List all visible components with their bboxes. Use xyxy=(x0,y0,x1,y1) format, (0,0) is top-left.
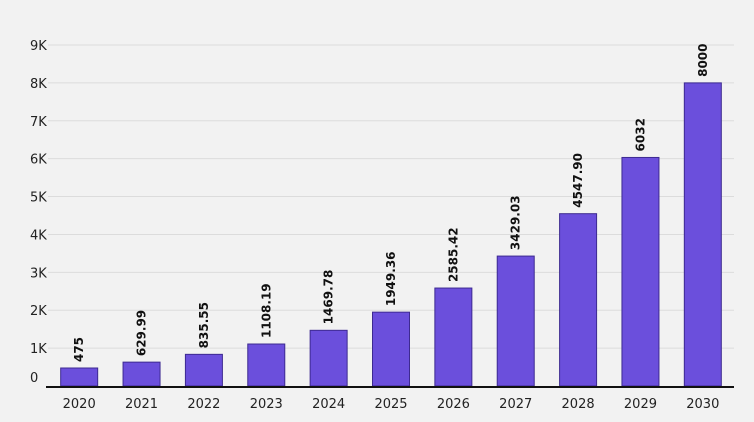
x-tick-label: 2020 xyxy=(63,397,96,412)
y-tick-label: 9K xyxy=(30,39,47,54)
x-tick-label: 2022 xyxy=(187,397,220,412)
x-tick-label: 2023 xyxy=(250,397,283,412)
gridlines xyxy=(48,44,734,349)
y-tick-label: 8K xyxy=(30,77,47,92)
data-label: 1949.36 xyxy=(384,251,398,306)
data-label: 1469.78 xyxy=(322,270,336,325)
bar-2021 xyxy=(122,361,161,387)
bar-2028 xyxy=(559,213,598,387)
bar-2024 xyxy=(309,329,348,387)
bar-2023 xyxy=(247,343,286,387)
data-label: 2585.42 xyxy=(446,227,460,282)
data-label: 3429.03 xyxy=(509,195,523,250)
x-tick-label: 2030 xyxy=(686,397,719,412)
bar-2027 xyxy=(496,255,535,387)
y-tick-label: 2K xyxy=(30,304,47,319)
x-axis-tick-labels: 2020 2021 2022 2023 2024 2025 2026 2027 2028 2029… xyxy=(63,397,720,412)
x-tick-label: 2026 xyxy=(437,397,470,412)
y-tick-label: 7K xyxy=(30,115,47,130)
data-label: 4547.90 xyxy=(571,153,585,208)
bar-2025 xyxy=(372,311,410,387)
data-labels: 475 629.99 835.55 1108.19 1469.78 1949.36 2585… xyxy=(72,43,710,362)
data-label: 835.55 xyxy=(197,302,211,348)
y-tick-label: 0 xyxy=(30,371,38,386)
bar-2020 xyxy=(60,367,99,387)
x-tick-label: 2025 xyxy=(374,397,407,412)
y-tick-label: 1K xyxy=(30,342,47,357)
data-label: 629.99 xyxy=(135,310,149,356)
data-label: 475 xyxy=(72,337,86,362)
x-tick-label: 2029 xyxy=(624,397,657,412)
y-tick-label: 5K xyxy=(30,191,47,206)
y-tick-label: 4K xyxy=(30,228,47,243)
bar-2029 xyxy=(621,156,660,387)
bar-2022 xyxy=(184,353,223,387)
bar-2030 xyxy=(683,82,722,387)
x-tick-label: 2027 xyxy=(499,397,532,412)
x-tick-label: 2028 xyxy=(562,397,595,412)
bars xyxy=(60,82,722,387)
y-tick-label: 6K xyxy=(30,153,47,168)
data-label: 8000 xyxy=(696,43,710,76)
bar-2026 xyxy=(434,287,473,387)
data-label: 1108.19 xyxy=(259,283,273,338)
y-axis-tick-labels: 0 1K 2K 3K 4K 5K 6K 7K 8K 9K xyxy=(30,39,47,386)
x-tick-label: 2021 xyxy=(125,397,158,412)
x-tick-label: 2024 xyxy=(312,397,345,412)
data-label: 6032 xyxy=(633,118,647,151)
y-tick-label: 3K xyxy=(30,266,47,281)
